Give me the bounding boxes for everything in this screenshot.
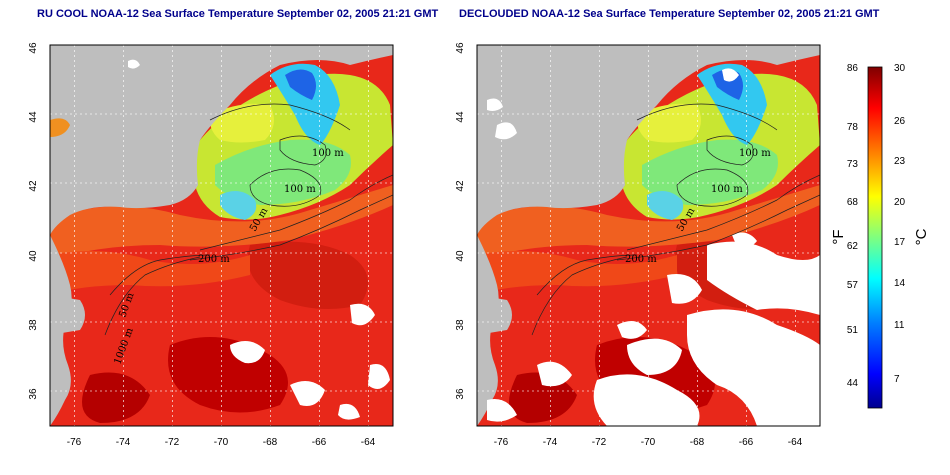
x-tick: -74 <box>116 437 131 448</box>
contour-label-200m: 200 m <box>198 254 230 265</box>
left-panel-title: RU COOL NOAA-12 Sea Surface Temperature … <box>37 8 439 20</box>
y-tick: 38 <box>455 319 466 331</box>
x-tick: -76 <box>67 437 82 448</box>
x-tick: -64 <box>361 437 376 448</box>
y-tick: 40 <box>455 250 466 262</box>
celsius-tick: 11 <box>894 320 905 331</box>
y-tick: 46 <box>455 42 466 54</box>
fahrenheit-tick: 44 <box>847 378 859 389</box>
y-tick: 36 <box>28 388 39 400</box>
celsius-tick: 26 <box>894 116 906 127</box>
fahrenheit-tick: 78 <box>847 122 859 133</box>
x-tick: -68 <box>690 437 705 448</box>
x-tick: -72 <box>592 437 607 448</box>
right-x-axis: -76 -74 -72 -70 -68 -66 -64 <box>494 437 803 448</box>
x-tick: -70 <box>641 437 656 448</box>
left-x-axis: -76 -74 -72 -70 -68 -66 -64 <box>67 437 376 448</box>
x-tick: -72 <box>165 437 180 448</box>
celsius-tick: 20 <box>894 197 906 208</box>
celsius-tick: 30 <box>894 63 906 74</box>
celsius-tick: 7 <box>894 374 900 385</box>
y-tick: 42 <box>28 180 39 192</box>
contour-label-200m: 200 m <box>625 254 657 265</box>
celsius-unit: °C <box>913 228 930 245</box>
celsius-tick: 17 <box>894 237 906 248</box>
contour-label-100m-a: 100 m <box>739 148 771 159</box>
left-y-axis: 36 38 40 42 44 46 <box>28 42 39 400</box>
contour-label-100m-b: 100 m <box>711 184 743 195</box>
y-tick: 44 <box>455 111 466 123</box>
y-tick: 44 <box>28 111 39 123</box>
right-y-axis: 36 38 40 42 44 46 <box>455 42 466 400</box>
x-tick: -66 <box>739 437 754 448</box>
x-tick: -76 <box>494 437 509 448</box>
y-tick: 38 <box>28 319 39 331</box>
x-tick: -66 <box>312 437 327 448</box>
right-map-panel: 100 m 100 m 50 m 200 m -76 -74 -72 -70 -… <box>455 42 821 448</box>
y-tick: 46 <box>28 42 39 54</box>
celsius-tick: 14 <box>894 278 906 289</box>
celsius-tick: 23 <box>894 156 906 167</box>
fahrenheit-tick: 57 <box>847 280 859 291</box>
x-tick: -68 <box>263 437 278 448</box>
fahrenheit-tick: 51 <box>847 325 859 336</box>
y-tick: 36 <box>455 388 466 400</box>
y-tick: 42 <box>455 180 466 192</box>
x-tick: -64 <box>788 437 803 448</box>
fahrenheit-tick: 68 <box>847 197 859 208</box>
temperature-colorbar: 86 78 73 68 62 57 51 44 30 26 23 20 17 1… <box>830 63 930 409</box>
y-tick: 40 <box>28 250 39 262</box>
fahrenheit-unit: °F <box>830 229 847 244</box>
left-map-panel: 100 m 100 m 50 m 200 m 50 m 1000 m -76 -… <box>28 42 394 448</box>
fahrenheit-tick: 73 <box>847 159 859 170</box>
contour-label-100m-b: 100 m <box>284 184 316 195</box>
fahrenheit-tick: 86 <box>847 63 859 74</box>
right-panel-title: DECLOUDED NOAA-12 Sea Surface Temperatur… <box>459 8 880 20</box>
fahrenheit-tick: 62 <box>847 241 859 252</box>
contour-label-100m-a: 100 m <box>312 148 344 159</box>
x-tick: -74 <box>543 437 558 448</box>
x-tick: -70 <box>214 437 229 448</box>
